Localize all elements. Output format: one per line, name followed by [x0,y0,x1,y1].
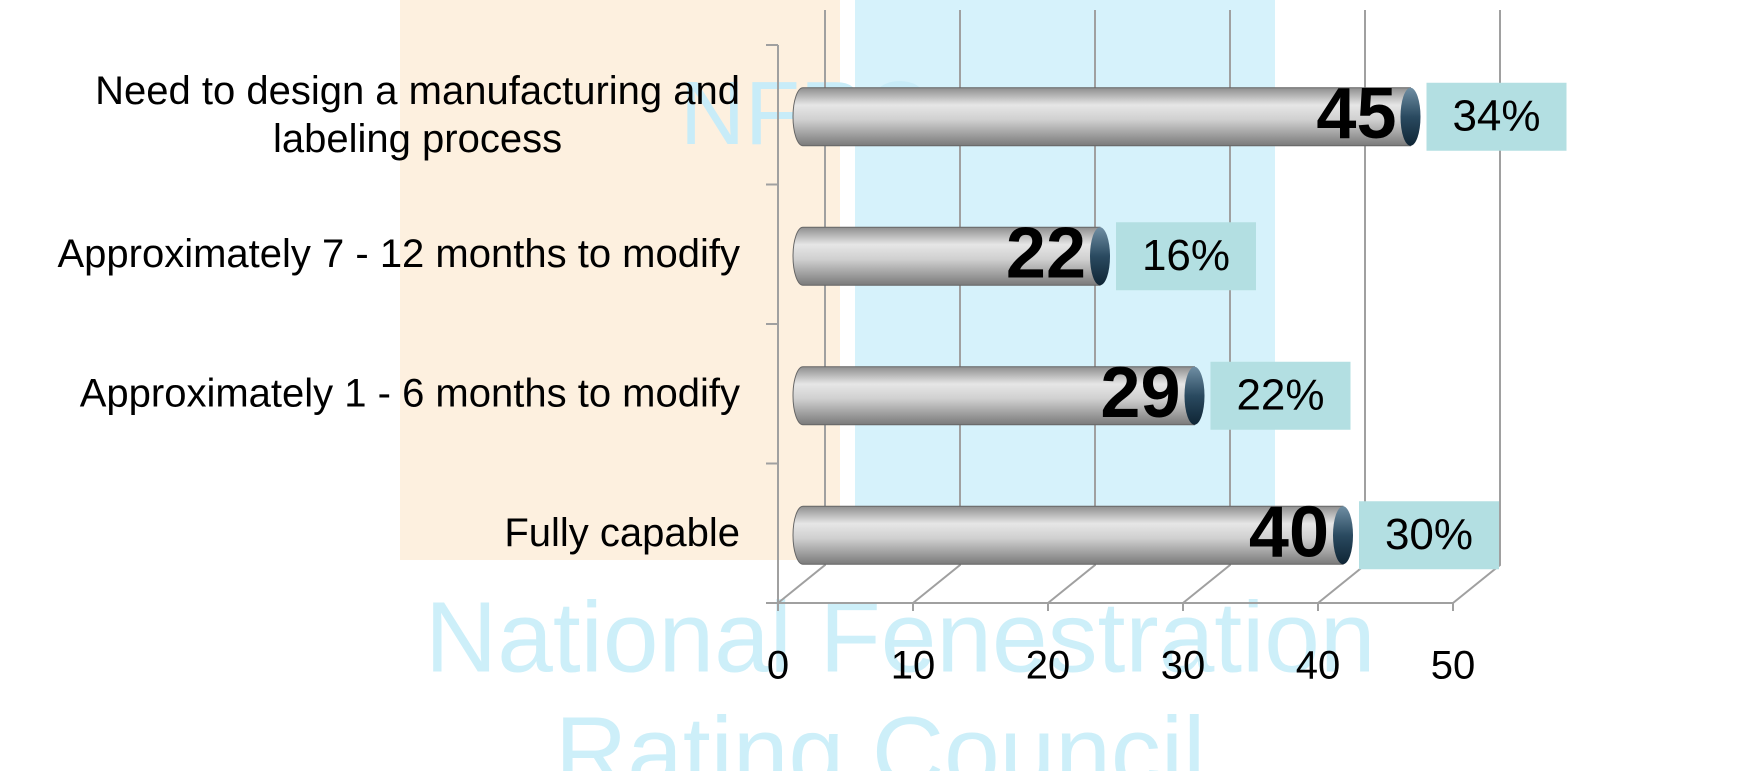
bar [792,505,1344,565]
bar-group: 45 34% [792,74,1567,154]
percentage-label: 34% [1452,91,1540,140]
bar-group: 22 16% [792,213,1256,293]
bar [792,366,1195,426]
watermark-shape [400,0,840,560]
grid-line [912,10,961,604]
grid-line [1182,10,1231,604]
percentage-label: 22% [1236,370,1324,419]
percentage-box [1116,222,1256,291]
grid-line [1047,10,1096,604]
bar-cap [1184,366,1205,425]
bar-cap [1090,227,1110,286]
percentage-label: 30% [1385,510,1473,559]
axes: 0 10 20 30 40 50 Need to design a manufacturin… [57,10,1501,688]
value-label: 45 [1316,74,1396,154]
watermark-text: Rating Council [555,696,1205,771]
value-label: 40 [1249,492,1329,572]
x-tick-label: 30 [1161,644,1206,688]
grid-line [777,10,826,604]
category-label: Approximately 7 - 12 months to modify [57,232,740,276]
percentage-label: 16% [1142,231,1230,280]
category-label: Need to design a manufacturing and labeli… [95,68,740,160]
category-label: Fully capable [504,511,740,555]
value-label: 22 [1006,213,1086,293]
x-tick-label: 50 [1431,644,1476,688]
x-tick-label: 0 [767,644,789,688]
bar-group: 40 30% [792,492,1499,572]
x-tick-label: 40 [1296,644,1341,688]
grid-line [1452,10,1501,604]
percentage-box [1210,361,1351,430]
value-label: 29 [1100,353,1180,433]
bar-cap [1333,506,1353,565]
watermark-text: National Fenestration [425,581,1376,693]
category-label: Approximately 1 - 6 months to modify [80,371,740,415]
x-tick-label: 10 [891,644,936,688]
bar [792,226,1101,286]
percentage-box [1359,501,1499,570]
bars: 45 34% 22 16% 29 22% 40 30% [792,74,1567,572]
bar [792,87,1411,147]
bar-cap [1400,87,1421,146]
bar-group: 29 22% [792,353,1351,433]
x-tick-label: 20 [1026,644,1071,688]
percentage-box [1426,82,1567,151]
